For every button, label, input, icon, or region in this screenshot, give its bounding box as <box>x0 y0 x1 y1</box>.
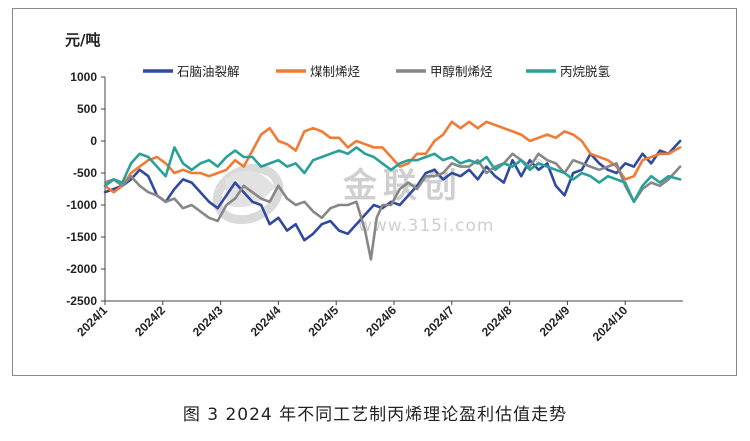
x-tick-label: 2024/5 <box>305 303 341 339</box>
x-tick-label: 2024/1 <box>74 303 110 339</box>
x-tick-label: 2024/9 <box>537 303 573 339</box>
chart-svg: 金联创®www.315i.com 元/吨10005000-500-1000-15… <box>65 31 683 344</box>
x-tick-label: 2024/6 <box>363 303 399 339</box>
legend-label-2: 煤制烯烃 <box>310 64 361 79</box>
chart-frame: 金联创 ® www.315i.com 元/吨 1000 500 0 -500 -1000 -15… <box>12 8 737 376</box>
y-tick-label: -1500 <box>66 230 97 244</box>
series-line-4 <box>103 146 682 204</box>
legend-label-4: 丙烷脱氢 <box>560 64 611 79</box>
y-tick-label: 500 <box>77 102 97 116</box>
chart-series <box>103 120 682 261</box>
legend-label-3: 甲醇制烯烃 <box>430 64 493 79</box>
series-line-2 <box>103 120 682 194</box>
y-tick-label: 1000 <box>70 70 97 84</box>
series-line-1 <box>103 139 682 242</box>
y-tick-label: -2000 <box>66 262 97 276</box>
x-tick-label: 2024/4 <box>248 303 284 339</box>
x-tick-label: 2024/3 <box>190 303 226 339</box>
series-line-3 <box>103 152 682 261</box>
y-tick-label: -500 <box>73 166 97 180</box>
x-tick-label: 2024/8 <box>479 303 515 339</box>
y-tick-label: -2500 <box>66 294 97 308</box>
x-tick-label: 2024/7 <box>421 303 457 339</box>
y-tick-label: -1000 <box>66 198 97 212</box>
x-tick-label: 2024/2 <box>132 303 168 339</box>
figure-caption: 图 3 2024 年不同工艺制丙烯理论盈利估值走势 <box>182 405 568 425</box>
y-axis-unit-label: 元/吨 <box>65 31 100 49</box>
y-tick-label: 0 <box>90 134 97 148</box>
watermark-url: www.315i.com <box>358 216 494 236</box>
x-tick-label: 2024/10 <box>590 303 631 344</box>
legend-label-1: 石脑油裂解 <box>177 64 240 79</box>
chart-legend: 石脑油裂解 煤制烯烃 甲醇制烯烃 丙烷脱氢 <box>143 64 611 79</box>
